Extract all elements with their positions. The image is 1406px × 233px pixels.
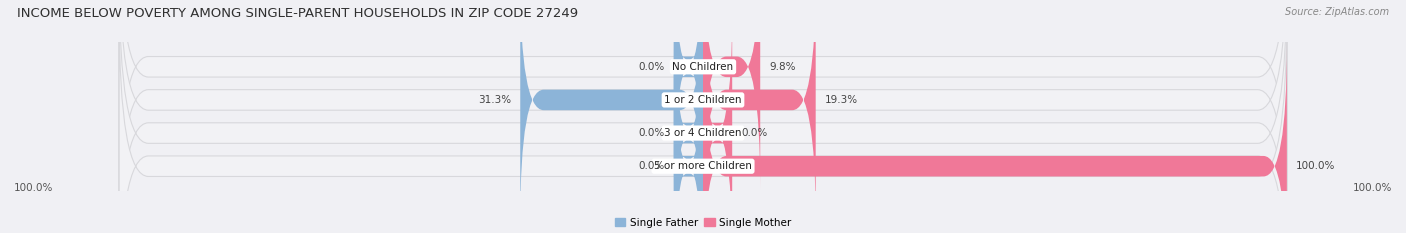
Text: 0.0%: 0.0% [638,62,665,72]
Text: 100.0%: 100.0% [1295,161,1334,171]
Text: 100.0%: 100.0% [1353,183,1392,193]
FancyBboxPatch shape [703,44,1286,233]
Text: 3 or 4 Children: 3 or 4 Children [664,128,742,138]
FancyBboxPatch shape [673,0,703,189]
Text: 9.8%: 9.8% [769,62,796,72]
Text: 0.0%: 0.0% [638,161,665,171]
FancyBboxPatch shape [673,44,703,233]
FancyBboxPatch shape [120,0,1286,233]
Text: 19.3%: 19.3% [824,95,858,105]
Text: 0.0%: 0.0% [638,128,665,138]
FancyBboxPatch shape [703,0,815,222]
Text: No Children: No Children [672,62,734,72]
FancyBboxPatch shape [120,0,1286,233]
FancyBboxPatch shape [120,0,1286,222]
FancyBboxPatch shape [703,11,733,233]
FancyBboxPatch shape [673,11,703,233]
Text: 100.0%: 100.0% [14,183,53,193]
Text: 0.0%: 0.0% [741,128,768,138]
Legend: Single Father, Single Mother: Single Father, Single Mother [614,218,792,228]
FancyBboxPatch shape [120,11,1286,233]
Text: Source: ZipAtlas.com: Source: ZipAtlas.com [1285,7,1389,17]
Text: 5 or more Children: 5 or more Children [654,161,752,171]
FancyBboxPatch shape [703,0,761,189]
Text: 1 or 2 Children: 1 or 2 Children [664,95,742,105]
Text: INCOME BELOW POVERTY AMONG SINGLE-PARENT HOUSEHOLDS IN ZIP CODE 27249: INCOME BELOW POVERTY AMONG SINGLE-PARENT… [17,7,578,20]
Text: 31.3%: 31.3% [478,95,512,105]
FancyBboxPatch shape [520,0,703,222]
